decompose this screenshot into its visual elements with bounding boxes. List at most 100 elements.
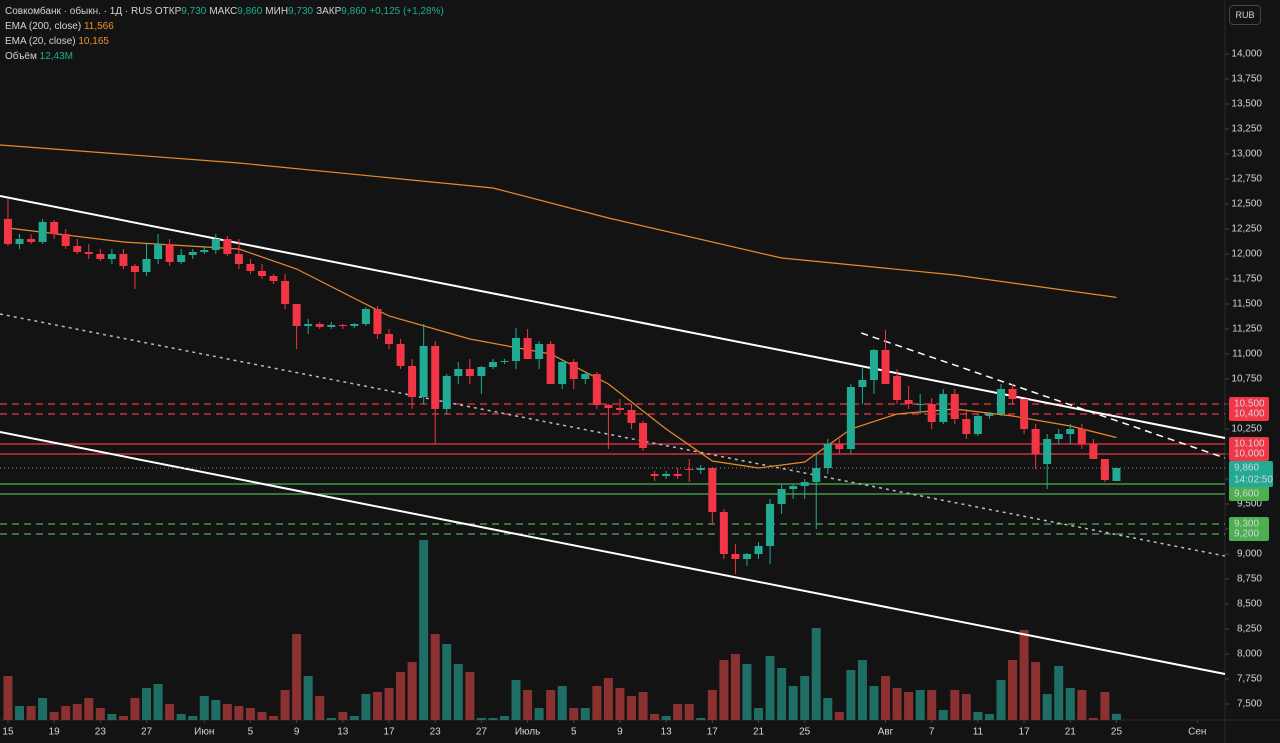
volume-bar [396,672,406,720]
x-tick-label: 23 [430,727,442,738]
volume-bar [534,708,544,720]
trend-line [0,431,1226,675]
price-tag-label: 9,300 [1234,519,1259,530]
volume-bar [961,694,971,720]
candle-body [200,250,209,252]
volume-bar [303,676,313,720]
candle-body [488,362,497,367]
volume-bar [15,706,25,720]
volume-bar [142,688,152,720]
candle-body [165,244,174,262]
volume-bar [777,668,787,720]
candle-body [731,554,740,559]
x-tick-label: 23 [95,727,107,738]
x-tick-label: 13 [661,727,673,738]
value: 9,730 [288,6,314,17]
volume-bar [499,716,509,720]
y-tick-label: 13,750 [1231,74,1262,85]
y-tick-label: 11,500 [1232,299,1262,310]
x-tick-label: 13 [337,727,349,738]
candle-body [84,252,93,254]
volume-bar [661,716,671,720]
y-tick-label: 10,750 [1231,374,1262,385]
symbol-row: Совкомбанк · обыкн. · 1Д · RUS ОТКР9,730… [5,4,447,19]
x-tick-label: 5 [571,727,577,738]
candle-body [800,482,809,486]
label: EMA (200, close) [5,21,82,32]
volume-bar [523,690,533,720]
price-tag [1229,487,1269,501]
label: ЗАКР [316,6,342,17]
y-tick-label: 8,000 [1237,649,1262,660]
value: 9,860 [341,6,367,17]
volume-bar [107,714,117,720]
volume-bar [823,698,833,720]
candle-body [465,369,474,376]
currency-button[interactable]: RUB [1229,5,1261,25]
volume-bar [603,678,613,720]
candle-body [15,239,24,244]
volume-bar [26,706,36,720]
volume-bar [950,690,960,720]
candle-body [269,276,278,281]
volume-bar [315,696,325,720]
candle-body [373,309,382,334]
candle-body [119,254,128,266]
candle-body [950,394,959,419]
value: 9,860 [237,6,263,17]
candle-body [419,346,428,397]
volume-bar [673,704,683,720]
price-tag [1229,527,1269,541]
x-tick-label: Июн [194,727,214,738]
volume-bar [176,714,186,720]
volume-bar [730,654,740,720]
volume-bar [3,676,13,720]
label: МАКС [209,6,238,17]
volume-bar [996,680,1006,720]
volume-bar [349,716,359,720]
label: EMA (20, close) [5,36,76,47]
volume-bar [892,688,902,720]
candle-body [327,325,336,327]
volume-row: Объём 12,43M [5,49,447,64]
candle-body [442,376,451,409]
value: 9,730 [181,6,207,17]
candle-body [3,219,12,244]
candle-body [812,468,821,482]
candle-body [569,362,578,379]
ema-row: EMA (200, close) 11,566 [5,19,447,34]
y-tick-label: 8,750 [1237,574,1262,585]
volume-bar [453,664,463,720]
candle-body [650,474,659,476]
y-tick-label: 7,500 [1237,699,1262,710]
trend-line [0,313,1226,557]
volume-bar [245,708,255,720]
candle-body [685,469,694,470]
volume-bar [511,680,521,720]
volume-bar [1031,662,1041,720]
candle-body [304,324,313,326]
candle-body [592,374,601,405]
candle-body [893,376,902,400]
volume-bar [153,684,163,720]
volume-bar [384,688,394,720]
volume-bar [118,716,128,720]
y-tick-label: 7,750 [1237,674,1262,685]
ema-line [7,227,1117,469]
volume-bar [557,686,567,720]
candle-body [61,234,70,246]
volume-bar [84,698,94,720]
candle-body [177,255,186,262]
volume-bar [592,686,602,720]
volume-bar [1088,718,1098,720]
volume-bar [269,716,279,720]
x-tick-label: 9 [617,727,623,738]
volume-bar [927,690,937,720]
candle-body [130,266,139,272]
candle-body [546,344,555,384]
x-tick-label: 19 [49,727,61,738]
candle-body [881,350,890,384]
y-tick-label: 12,000 [1231,249,1262,260]
candle-body [789,486,798,489]
volume-bar [719,660,729,720]
